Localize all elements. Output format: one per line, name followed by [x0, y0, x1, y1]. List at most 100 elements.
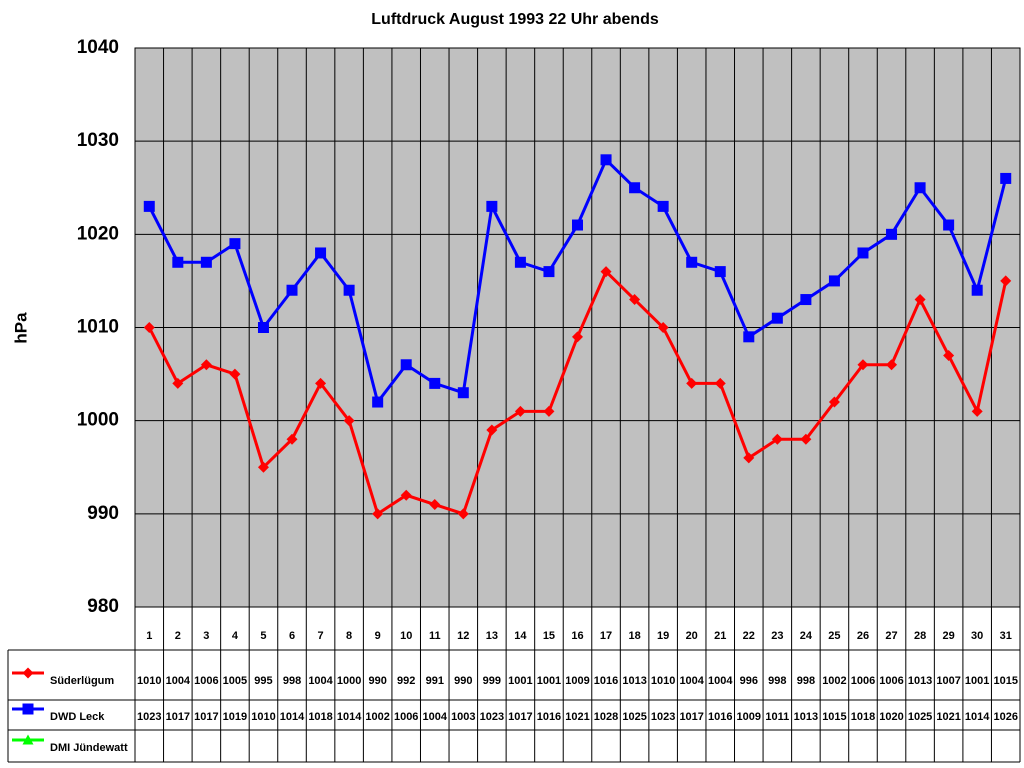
data-point: [315, 247, 327, 259]
table-value: 998: [797, 675, 815, 687]
x-tick-label: 17: [600, 630, 612, 642]
data-point: [714, 377, 726, 389]
table-value: 1010: [251, 711, 275, 723]
data-point: [172, 256, 184, 268]
y-tick-label: 1010: [77, 317, 119, 338]
legend-label: DMI Jündewatt: [50, 742, 128, 754]
legend-marker: [22, 703, 34, 715]
data-point: [600, 154, 612, 166]
x-tick-label: 24: [800, 630, 813, 642]
table-value: 1014: [280, 711, 305, 723]
table-value: 1003: [451, 711, 475, 723]
data-point: [971, 284, 983, 296]
data-point: [486, 424, 498, 436]
data-point: [315, 377, 327, 389]
table-value: 1018: [851, 711, 875, 723]
x-tick-label: 3: [203, 630, 209, 642]
x-tick-label: 22: [743, 630, 755, 642]
table-value: 1013: [794, 711, 818, 723]
table-value: 1006: [394, 711, 418, 723]
table-value: 998: [283, 675, 301, 687]
table-value: 991: [426, 675, 444, 687]
table-value: 1025: [908, 711, 932, 723]
data-point: [543, 266, 555, 278]
table-value: 1018: [308, 711, 332, 723]
x-tick-label: 1: [146, 630, 152, 642]
x-tick-label: 18: [628, 630, 640, 642]
table-value: 992: [397, 675, 415, 687]
table-value: 1025: [622, 711, 646, 723]
data-point: [714, 266, 726, 278]
data-point: [771, 433, 783, 445]
data-point: [429, 499, 441, 511]
table-value: 1009: [565, 675, 589, 687]
table-value: 1013: [622, 675, 646, 687]
data-point: [143, 322, 155, 333]
data-point: [400, 359, 412, 371]
table-value: 1001: [965, 675, 989, 687]
x-tick-label: 30: [971, 630, 983, 642]
table-value: 1004: [308, 675, 333, 687]
table-value: 1011: [765, 711, 789, 723]
data-point: [857, 247, 869, 259]
table-value: 1017: [508, 711, 532, 723]
table-value: 1015: [822, 711, 846, 723]
data-point: [343, 284, 355, 296]
data-point: [914, 182, 926, 194]
data-point: [629, 294, 641, 306]
data-point: [828, 396, 840, 408]
x-tick-label: 12: [457, 630, 469, 642]
x-tick-label: 29: [943, 630, 955, 642]
x-tick-label: 7: [318, 630, 324, 642]
x-tick-label: 13: [486, 630, 498, 642]
x-tick-label: 6: [289, 630, 295, 642]
data-point: [886, 228, 898, 240]
x-tick-label: 21: [714, 630, 726, 642]
table-value: 1002: [822, 675, 846, 687]
x-tick-label: 23: [771, 630, 783, 642]
data-point: [800, 294, 812, 306]
x-tick-label: 9: [375, 630, 381, 642]
table-value: 1001: [508, 675, 532, 687]
data-point: [657, 322, 669, 333]
table-value: 990: [454, 675, 472, 687]
table-value: 1021: [936, 711, 960, 723]
data-point: [771, 312, 783, 324]
data-point: [572, 219, 583, 231]
data-point: [743, 452, 755, 464]
table-value: 1023: [137, 711, 161, 723]
table-value: 1023: [480, 711, 504, 723]
data-point: [1000, 172, 1012, 184]
data-point: [800, 433, 812, 445]
x-tick-label: 11: [429, 630, 441, 642]
table-value: 1014: [965, 711, 990, 723]
table-value: 1006: [879, 675, 903, 687]
x-tick-label: 4: [232, 630, 239, 642]
data-point: [943, 219, 955, 231]
x-tick-label: 31: [1000, 630, 1012, 642]
legend-marker: [22, 667, 34, 679]
table-value: 1014: [337, 711, 362, 723]
data-point: [572, 331, 583, 343]
table-value: 1023: [651, 711, 675, 723]
data-point: [286, 433, 298, 445]
data-point: [600, 266, 612, 278]
table-value: 1010: [651, 675, 675, 687]
chart-title: Luftdruck August 1993 22 Uhr abends: [371, 11, 659, 28]
data-point: [429, 377, 441, 389]
data-point: [172, 377, 184, 389]
x-tick-label: 2: [175, 630, 181, 642]
y-tick-label: 980: [87, 596, 119, 617]
data-point: [200, 256, 212, 268]
data-point: [372, 396, 384, 408]
data-point: [686, 256, 698, 268]
table-value: 1000: [337, 675, 361, 687]
data-point: [743, 331, 755, 343]
legend-label: Süderlügum: [50, 675, 114, 687]
table-value: 1017: [166, 711, 190, 723]
legend-marker: [22, 734, 34, 745]
data-point: [686, 377, 698, 389]
x-tick-label: 14: [514, 630, 527, 642]
y-tick-label: 1030: [77, 130, 119, 151]
y-tick-label: 1000: [77, 410, 119, 431]
